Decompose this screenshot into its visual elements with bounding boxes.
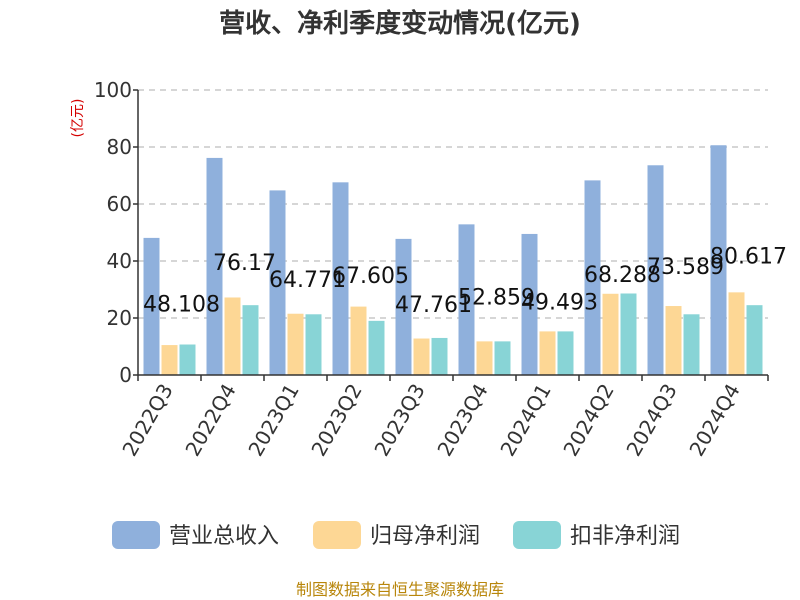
legend-label: 归母净利润 bbox=[370, 524, 480, 549]
bar bbox=[269, 190, 286, 375]
bar bbox=[728, 292, 745, 375]
bar bbox=[350, 306, 367, 375]
legend-item: 扣非净利润 bbox=[513, 521, 680, 549]
x-tick-label: 2023Q4 bbox=[432, 380, 492, 461]
bar bbox=[557, 331, 574, 375]
chart-title: 营收、净利季度变动情况(亿元) bbox=[219, 8, 581, 39]
bar bbox=[161, 345, 178, 375]
bar bbox=[242, 305, 259, 375]
bar bbox=[224, 297, 241, 375]
x-tick-label: 2024Q2 bbox=[558, 380, 618, 461]
bar bbox=[332, 182, 349, 375]
legend-swatch bbox=[513, 521, 561, 549]
y-tick-label: 20 bbox=[107, 306, 132, 330]
data-label: 68.288 bbox=[584, 263, 661, 288]
y-axis-unit: (亿元) bbox=[70, 99, 86, 138]
data-label: 47.761 bbox=[395, 293, 472, 318]
data-label: 80.617 bbox=[710, 245, 787, 270]
source-note: 制图数据来自恒生聚源数据库 bbox=[296, 580, 504, 599]
data-label: 67.605 bbox=[332, 264, 409, 289]
bars bbox=[143, 145, 763, 375]
bar bbox=[368, 320, 385, 375]
data-label: 52.859 bbox=[458, 286, 535, 311]
data-label: 48.108 bbox=[143, 293, 220, 318]
bar bbox=[620, 293, 637, 375]
y-tick-label: 60 bbox=[107, 192, 132, 216]
y-tick-label: 80 bbox=[107, 135, 132, 159]
bar bbox=[494, 341, 511, 375]
x-tick-label: 2024Q4 bbox=[684, 380, 744, 461]
data-label: 64.771 bbox=[269, 268, 346, 293]
bar bbox=[539, 331, 556, 375]
bar bbox=[584, 180, 601, 375]
bar bbox=[413, 338, 430, 375]
legend-label: 扣非净利润 bbox=[570, 524, 680, 549]
x-tick-label: 2022Q3 bbox=[117, 380, 177, 461]
x-tick-label: 2024Q1 bbox=[495, 380, 555, 461]
bar bbox=[458, 224, 475, 375]
grid-lines bbox=[138, 89, 768, 319]
bar bbox=[746, 305, 763, 375]
bar bbox=[710, 145, 727, 375]
data-label: 76.17 bbox=[213, 251, 276, 276]
legend: 营业总收入 归母净利润 扣非净利润 bbox=[112, 521, 680, 549]
bar bbox=[179, 344, 196, 375]
y-tick-label: 40 bbox=[107, 249, 132, 273]
bar bbox=[395, 238, 412, 375]
y-tick-label: 100 bbox=[94, 78, 132, 102]
legend-swatch bbox=[112, 521, 160, 549]
bar bbox=[683, 314, 700, 375]
bar bbox=[521, 233, 538, 375]
x-tick-label: 2022Q4 bbox=[180, 380, 240, 461]
legend-label: 营业总收入 bbox=[169, 524, 279, 549]
data-label: 49.493 bbox=[521, 291, 598, 316]
data-label: 73.589 bbox=[647, 255, 724, 280]
x-tick-label: 2024Q3 bbox=[621, 380, 681, 461]
bar bbox=[287, 313, 304, 375]
legend-item: 营业总收入 bbox=[112, 521, 279, 549]
x-tick-label: 2023Q3 bbox=[369, 380, 429, 461]
bar bbox=[665, 306, 682, 375]
x-tick-label: 2023Q2 bbox=[306, 380, 366, 461]
bar bbox=[476, 341, 493, 375]
bar bbox=[602, 293, 619, 375]
bar bbox=[143, 237, 160, 375]
legend-swatch bbox=[313, 521, 361, 549]
bar bbox=[305, 314, 322, 375]
x-tick-labels: 2022Q3 2022Q4 2023Q1 2023Q2 2023Q3 2023Q4 2024… bbox=[117, 380, 744, 461]
bar bbox=[431, 337, 448, 375]
bar bbox=[647, 165, 664, 375]
bar bbox=[206, 157, 223, 375]
y-tick-labels: 0 20 40 60 80 100 bbox=[94, 78, 132, 387]
x-tick-label: 2023Q1 bbox=[243, 380, 303, 461]
axes bbox=[133, 89, 769, 381]
legend-item: 归母净利润 bbox=[313, 521, 480, 549]
y-tick-label: 0 bbox=[119, 363, 132, 387]
